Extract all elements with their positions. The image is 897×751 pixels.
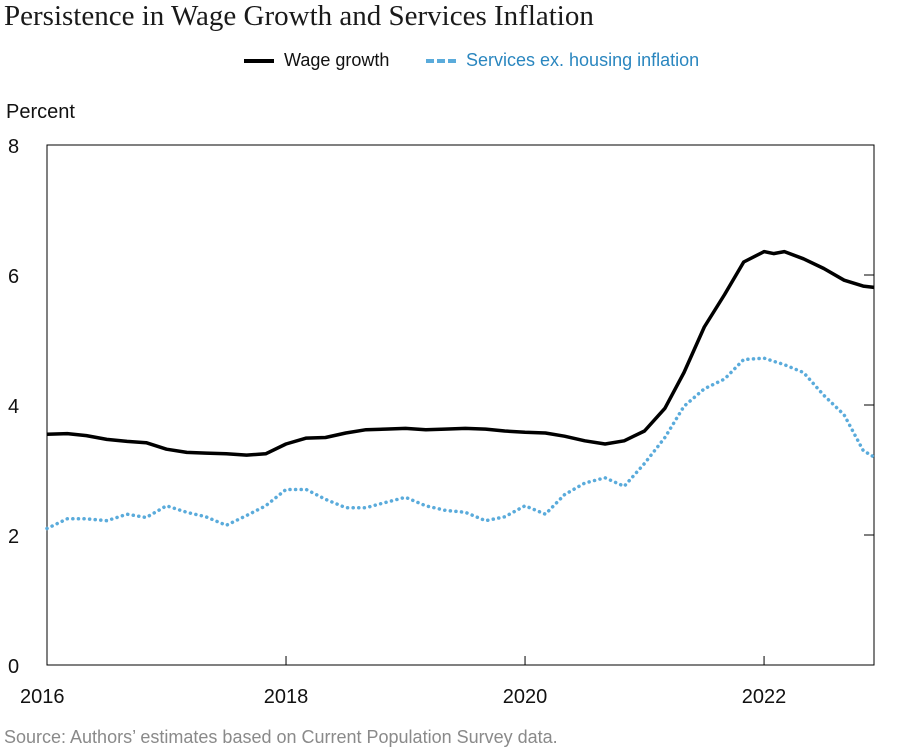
legend-swatch-services-inflation <box>426 58 456 63</box>
x-axis: 2016 2018 2020 2022 <box>20 656 786 708</box>
y-axis-label: Percent <box>6 101 75 123</box>
x-tick-label: 2016 <box>20 686 65 708</box>
plot-frame <box>46 144 875 666</box>
services-inflation-line <box>45 356 876 531</box>
source-note: Source: Authors’ estimates based on Curr… <box>4 727 558 747</box>
wage-growth-line <box>46 249 875 457</box>
x-tick-label: 2022 <box>742 686 787 708</box>
legend-label-services-inflation: Services ex. housing inflation <box>466 50 700 70</box>
legend-swatch-wage-growth <box>244 58 274 63</box>
y-axis: 0 2 4 6 8 <box>8 136 874 678</box>
x-tick-label: 2020 <box>503 686 548 708</box>
series-lines <box>45 249 876 531</box>
legend-item-wage-growth: Wage growth <box>244 50 389 71</box>
legend-item-services-inflation: Services ex. housing inflation <box>426 50 699 71</box>
y-tick-label: 4 <box>8 396 19 418</box>
x-tick-label: 2018 <box>264 686 309 708</box>
legend: Wage growth Services ex. housing inflati… <box>0 48 897 76</box>
legend-label-wage-growth: Wage growth <box>284 50 390 70</box>
y-tick-label: 8 <box>8 136 19 158</box>
y-tick-label: 6 <box>8 266 19 288</box>
chart-title: Persistence in Wage Growth and Services … <box>4 0 594 32</box>
y-tick-label: 0 <box>8 656 19 678</box>
y-tick-label: 2 <box>8 526 19 548</box>
